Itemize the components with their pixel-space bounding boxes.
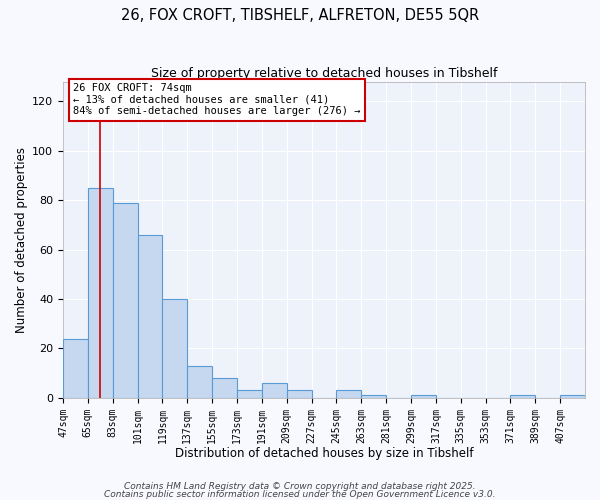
Bar: [511, 396, 535, 398]
Bar: [88, 188, 113, 398]
Y-axis label: Number of detached properties: Number of detached properties: [15, 147, 28, 333]
Title: Size of property relative to detached houses in Tibshelf: Size of property relative to detached ho…: [151, 68, 497, 80]
Bar: [361, 396, 386, 398]
Bar: [63, 338, 88, 398]
Bar: [337, 390, 361, 398]
Bar: [113, 202, 137, 398]
Bar: [411, 396, 436, 398]
Bar: [560, 396, 585, 398]
Bar: [212, 378, 237, 398]
Text: Contains public sector information licensed under the Open Government Licence v3: Contains public sector information licen…: [104, 490, 496, 499]
Bar: [163, 299, 187, 398]
X-axis label: Distribution of detached houses by size in Tibshelf: Distribution of detached houses by size …: [175, 447, 473, 460]
Text: 26, FOX CROFT, TIBSHELF, ALFRETON, DE55 5QR: 26, FOX CROFT, TIBSHELF, ALFRETON, DE55 …: [121, 8, 479, 22]
Bar: [187, 366, 212, 398]
Text: Contains HM Land Registry data © Crown copyright and database right 2025.: Contains HM Land Registry data © Crown c…: [124, 482, 476, 491]
Bar: [237, 390, 262, 398]
Bar: [137, 235, 163, 398]
Bar: [287, 390, 311, 398]
Text: 26 FOX CROFT: 74sqm
← 13% of detached houses are smaller (41)
84% of semi-detach: 26 FOX CROFT: 74sqm ← 13% of detached ho…: [73, 83, 361, 116]
Bar: [262, 383, 287, 398]
